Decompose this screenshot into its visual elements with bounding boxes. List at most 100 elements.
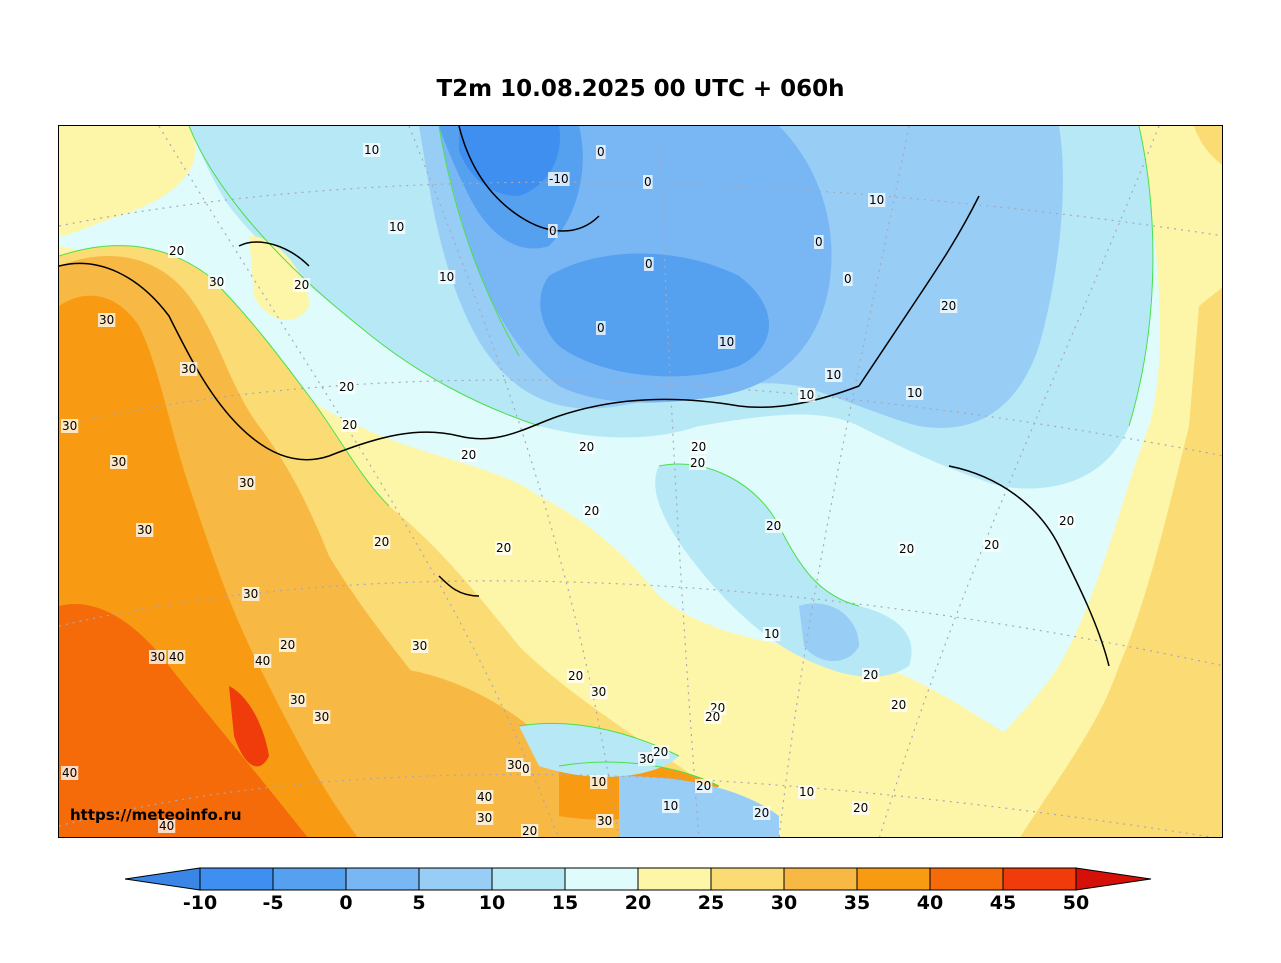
colorbar-cell: [418, 867, 493, 891]
contour-label: 30: [591, 685, 606, 699]
colorbar-cell: [710, 867, 785, 891]
colorbar-cell: [1002, 867, 1077, 891]
colorbar-tick-label: 25: [697, 892, 725, 914]
colorbar-tick-label: 30: [770, 892, 798, 914]
contour-label: 20: [696, 779, 711, 793]
contour-label: 30: [477, 811, 492, 825]
contour-label: 10: [719, 335, 734, 349]
colorbar-ticks: -10 -5 0 5 10 15 20 25 30 35 40 45 50: [0, 892, 1281, 916]
map-svg: 10 0 -10 0 10 0 0 10 20 30 20 30 0 0 0 1…: [59, 126, 1222, 838]
contour-label: 0: [815, 235, 823, 249]
colorbar-tick-label: 15: [551, 892, 579, 914]
contour-label: 10: [663, 799, 678, 813]
contour-label: 20: [568, 669, 583, 683]
colorbar-tick-label: 10: [478, 892, 506, 914]
contour-label: 20: [169, 244, 184, 258]
contour-label: 20: [690, 456, 705, 470]
contour-label: 30: [290, 693, 305, 707]
contour-label: 40: [169, 650, 184, 664]
contour-label: 30: [597, 814, 612, 828]
colorbar-cell: [1075, 867, 1152, 891]
colorbar-cell: [856, 867, 931, 891]
contour-label: 20: [280, 638, 295, 652]
contour-label: 20: [853, 801, 868, 815]
contour-label: 30: [412, 639, 427, 653]
colorbar-tick-label: 5: [412, 892, 426, 914]
source-watermark: https://meteoinfo.ru: [70, 806, 242, 824]
colorbar-cell: [272, 867, 347, 891]
contour-label: 10: [591, 775, 606, 789]
contour-labels: 10 0 -10 0 10 0 0 10 20 30 20 30 0 0 0 1…: [61, 143, 1076, 838]
colorbar-cell: [491, 867, 566, 891]
coastlines: [59, 126, 1110, 667]
contour-label: 20: [891, 698, 906, 712]
colorbar-cell: [199, 867, 274, 891]
colorbar-cell: [564, 867, 639, 891]
colorbar-cell: [929, 867, 1004, 891]
zone-25-30-east: [1020, 287, 1222, 837]
contour-label: 20: [522, 824, 537, 838]
contour-label: 0: [644, 175, 652, 189]
contour-label: 20: [754, 806, 769, 820]
contour-label: 30: [150, 650, 165, 664]
contour-label: 20: [863, 668, 878, 682]
colorbar-tick-label: 40: [916, 892, 944, 914]
contour-label: -10: [549, 172, 569, 186]
contour-label: 10: [826, 368, 841, 382]
zone-45-50-west: [229, 686, 269, 767]
contour-label: 0: [645, 257, 653, 271]
contour-label: 0: [597, 321, 605, 335]
contour-label: 0: [844, 272, 852, 286]
contour-label: 20: [579, 440, 594, 454]
colorbar-tick-label: 50: [1062, 892, 1090, 914]
colorbar: [125, 867, 1152, 891]
contour-label: 40: [477, 790, 492, 804]
contour-label: 30: [137, 523, 152, 537]
contour-label: 0: [522, 762, 530, 776]
contour-label: 10: [364, 143, 379, 157]
zone-minus10-minus5-greenland: [459, 126, 560, 196]
zone-5-10-tibet: [619, 776, 779, 837]
contour-label: 30: [111, 455, 126, 469]
contour-label: 40: [159, 819, 174, 833]
contour-label: 20: [294, 278, 309, 292]
zone-25-30-ne: [1194, 126, 1222, 165]
contour-label: 10: [389, 220, 404, 234]
contour-label: 20: [653, 745, 668, 759]
contour-label: 30: [239, 476, 254, 490]
contour-label: 10: [799, 388, 814, 402]
colorbar-cell: [125, 867, 201, 891]
colorbar-cell: [637, 867, 712, 891]
contour-label: 20: [705, 710, 720, 724]
zone-20-25-greenland: [249, 236, 309, 320]
contour-label: 10: [799, 785, 814, 799]
contour-label: 20: [584, 504, 599, 518]
chart-title: T2m 10.08.2025 00 UTC + 060h: [436, 76, 845, 102]
contour-label: 20: [899, 542, 914, 556]
colorbar-tick-label: 45: [989, 892, 1017, 914]
zone-20-25-nw: [59, 126, 196, 236]
colorbar-tick-label: -10: [182, 892, 218, 914]
contour-label: 40: [62, 766, 77, 780]
contour-label: 30: [243, 587, 258, 601]
contour-label: 20: [461, 448, 476, 462]
temperature-map[interactable]: 10 0 -10 0 10 0 0 10 20 30 20 30 0 0 0 1…: [58, 125, 1223, 838]
contour-label: 0: [549, 224, 557, 238]
contour-label: 10: [907, 386, 922, 400]
colorbar-tick-label: 0: [339, 892, 353, 914]
contour-label: 20: [984, 538, 999, 552]
contour-label: 30: [639, 752, 654, 766]
contour-label: 20: [339, 380, 354, 394]
zone-40-45-west: [59, 604, 308, 837]
contour-label: 20: [374, 535, 389, 549]
colorbar-tick-label: 20: [624, 892, 652, 914]
contour-label: 30: [62, 419, 77, 433]
contour-label: 20: [1059, 514, 1074, 528]
zone-5-10-siberia: [799, 603, 859, 661]
contour-label: 20: [941, 299, 956, 313]
contour-label: 30: [181, 362, 196, 376]
contour-label: 20: [766, 519, 781, 533]
colorbar-cell: [345, 867, 420, 891]
colorbar-cell: [783, 867, 858, 891]
contour-label: 20: [496, 541, 511, 555]
